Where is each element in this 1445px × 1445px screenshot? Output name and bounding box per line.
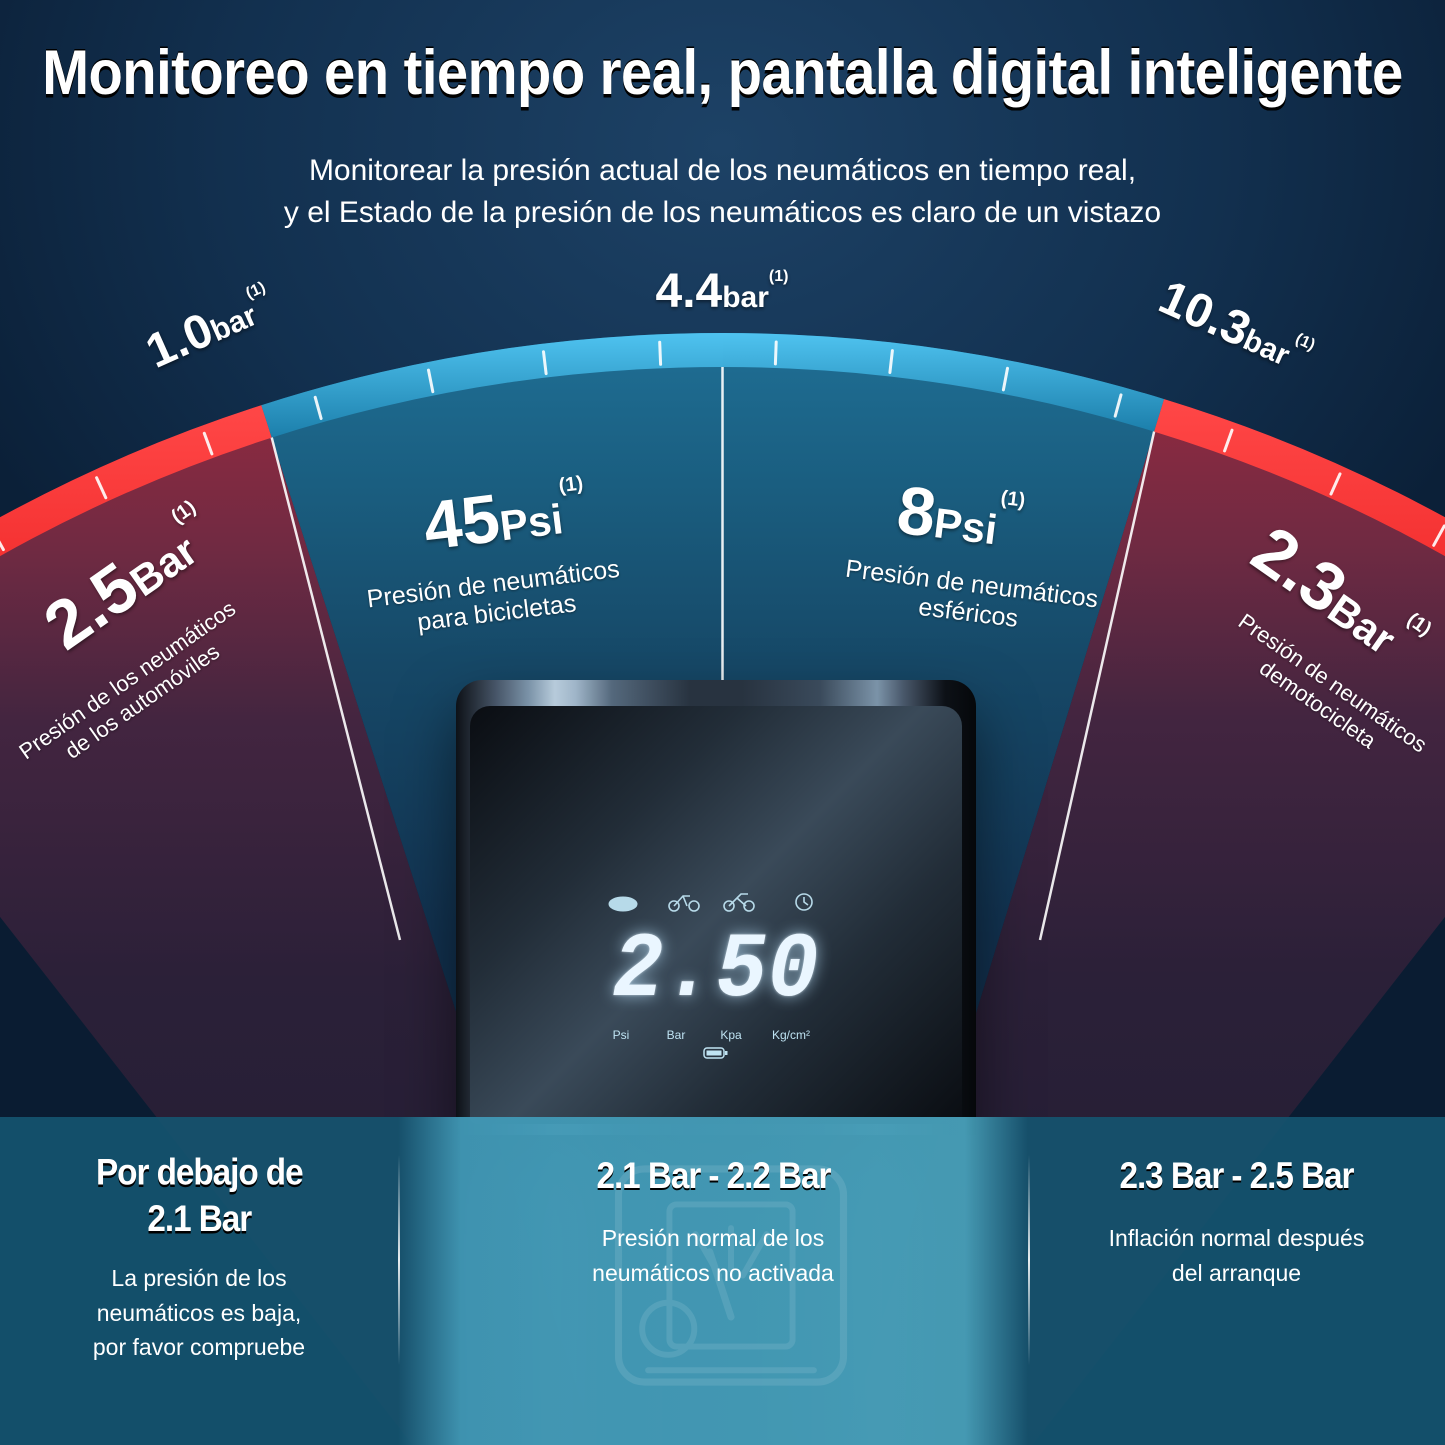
- svg-text:Psi: Psi: [613, 1028, 630, 1042]
- svg-text:Bar: Bar: [667, 1028, 686, 1042]
- svg-text:Kpa: Kpa: [720, 1028, 742, 1042]
- svg-text:Kg/cm²: Kg/cm²: [772, 1028, 810, 1042]
